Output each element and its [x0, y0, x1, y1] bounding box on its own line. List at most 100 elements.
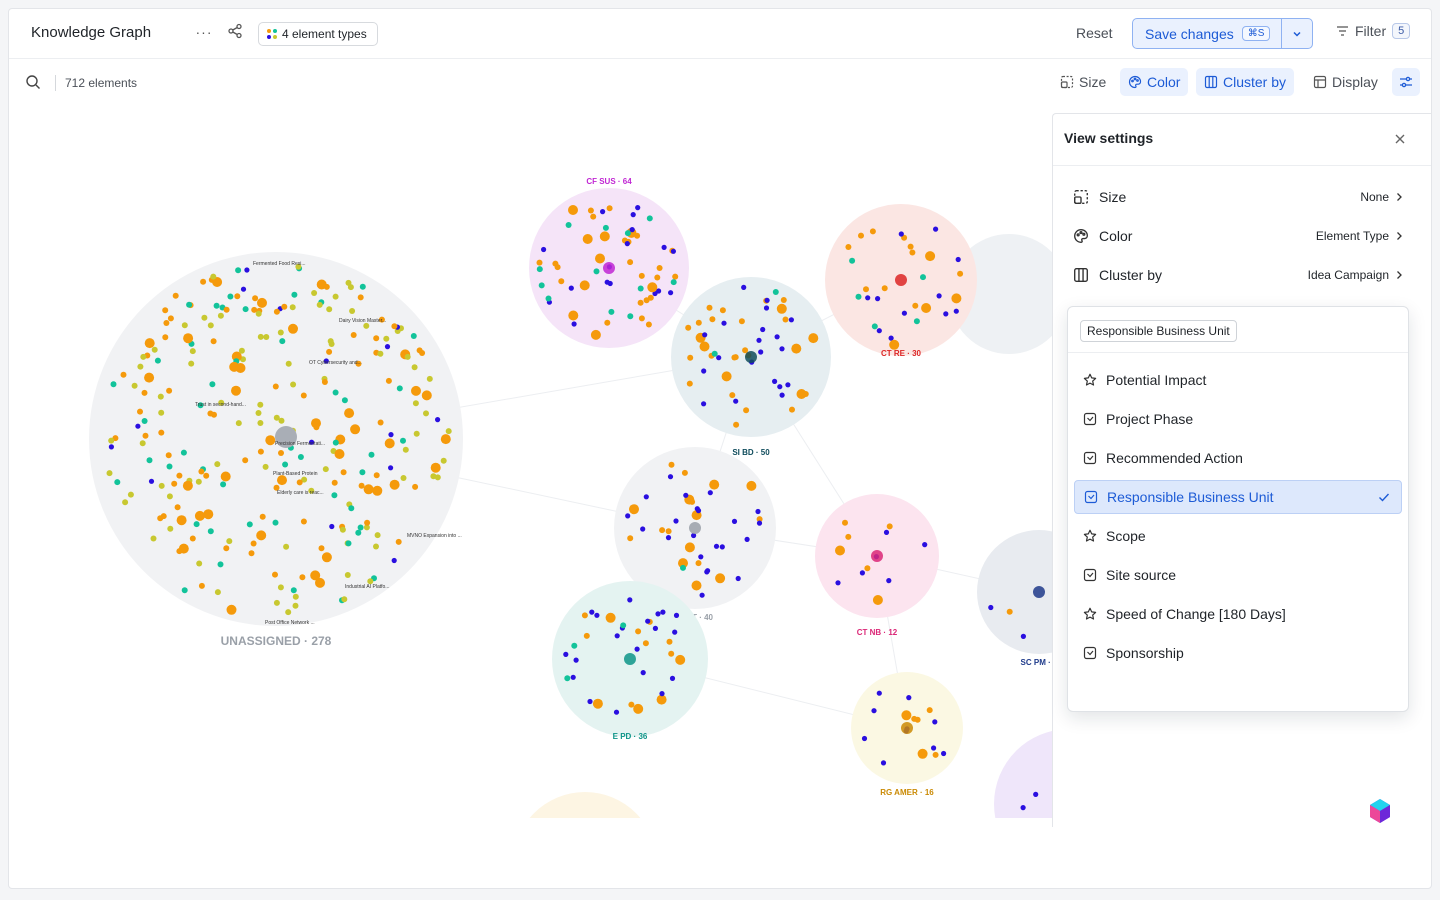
node-dot[interactable]: [226, 604, 237, 615]
node-dot[interactable]: [234, 293, 241, 300]
node-dot[interactable]: [201, 314, 208, 321]
node-dot[interactable]: [864, 565, 871, 572]
node-dot[interactable]: [163, 320, 170, 326]
node-dot[interactable]: [110, 381, 117, 388]
node-dot[interactable]: [419, 350, 426, 356]
node-dot[interactable]: [755, 508, 761, 515]
node-dot[interactable]: [189, 535, 196, 542]
node-dot[interactable]: [738, 318, 745, 325]
more-options-button[interactable]: ···: [195, 24, 213, 40]
option-recommended-action[interactable]: Recommended Action: [1074, 441, 1402, 475]
node-dot[interactable]: [277, 329, 284, 336]
node-dot[interactable]: [845, 244, 852, 250]
node-dot[interactable]: [565, 222, 572, 228]
node-dot[interactable]: [920, 274, 926, 281]
node-dot[interactable]: [323, 358, 329, 364]
node-dot[interactable]: [323, 283, 330, 290]
node-dot[interactable]: [288, 323, 298, 334]
node-dot[interactable]: [861, 735, 868, 742]
node-dot[interactable]: [341, 397, 348, 404]
node-dot[interactable]: [871, 323, 878, 330]
node-dot[interactable]: [637, 285, 644, 292]
node-dot[interactable]: [791, 343, 802, 354]
node-dot[interactable]: [251, 306, 258, 313]
node-dot[interactable]: [772, 289, 779, 295]
node-dot[interactable]: [673, 612, 680, 618]
node-dot[interactable]: [108, 437, 115, 444]
node-label[interactable]: Fermented Food Resi...: [253, 261, 306, 267]
node-dot[interactable]: [931, 745, 937, 751]
node-dot[interactable]: [957, 270, 964, 277]
node-dot[interactable]: [349, 308, 356, 314]
cluster-search-input[interactable]: Responsible Business Unit: [1080, 320, 1237, 342]
node-label[interactable]: Precision Fermentati...: [275, 441, 325, 447]
node-dot[interactable]: [599, 231, 610, 242]
node-dot[interactable]: [689, 498, 696, 505]
node-dot[interactable]: [257, 420, 264, 426]
node-dot[interactable]: [645, 618, 651, 624]
node-dot[interactable]: [430, 473, 437, 480]
node-dot[interactable]: [901, 310, 908, 316]
node-hub[interactable]: [624, 653, 636, 665]
node-dot[interactable]: [880, 760, 887, 766]
node-dot[interactable]: [309, 439, 315, 445]
node-dot[interactable]: [592, 698, 603, 709]
node-dot[interactable]: [257, 333, 264, 340]
view-settings-button[interactable]: [1392, 68, 1420, 96]
node-dot[interactable]: [341, 596, 348, 603]
node-dot[interactable]: [308, 487, 315, 494]
filter-button[interactable]: Filter 5: [1336, 23, 1411, 39]
node-dot[interactable]: [285, 609, 292, 616]
node-dot[interactable]: [223, 545, 230, 552]
node-dot[interactable]: [655, 611, 661, 617]
node-dot[interactable]: [573, 657, 579, 663]
node-dot[interactable]: [835, 580, 841, 586]
node-dot[interactable]: [350, 332, 357, 338]
node-dot[interactable]: [627, 597, 633, 603]
node-dot[interactable]: [165, 452, 172, 459]
node-dot[interactable]: [157, 393, 164, 400]
node-dot[interactable]: [845, 533, 852, 540]
node-dot[interactable]: [675, 654, 686, 665]
node-dot[interactable]: [272, 571, 278, 578]
node-dot[interactable]: [695, 319, 702, 326]
node-dot[interactable]: [227, 293, 234, 300]
option-site-source[interactable]: Site source: [1074, 558, 1402, 592]
node-dot[interactable]: [281, 303, 288, 310]
node-dot[interactable]: [252, 295, 259, 302]
node-dot[interactable]: [661, 244, 667, 250]
node-dot[interactable]: [702, 332, 708, 338]
node-dot[interactable]: [218, 399, 225, 406]
node-dot[interactable]: [672, 273, 679, 280]
node-label[interactable]: Trust in second-hand...: [195, 402, 246, 408]
node-dot[interactable]: [842, 519, 848, 526]
node-dot[interactable]: [315, 577, 325, 588]
node-dot[interactable]: [670, 248, 677, 254]
node-dot[interactable]: [735, 575, 741, 582]
node-dot[interactable]: [685, 324, 692, 331]
node-dot[interactable]: [583, 632, 590, 639]
node-dot[interactable]: [777, 384, 783, 390]
node-dot[interactable]: [699, 592, 705, 598]
node-dot[interactable]: [802, 391, 809, 397]
node-dot[interactable]: [350, 424, 361, 435]
element-types-button[interactable]: 4 element types: [258, 22, 378, 46]
node-dot[interactable]: [744, 536, 750, 542]
node-dot[interactable]: [647, 294, 654, 301]
node-dot[interactable]: [541, 246, 547, 253]
node-dot[interactable]: [684, 542, 695, 553]
option-speed-of-change[interactable]: Speed of Change [180 Days]: [1074, 597, 1402, 631]
node-dot[interactable]: [359, 469, 366, 476]
node-dot[interactable]: [955, 256, 961, 263]
node-dot[interactable]: [373, 472, 380, 479]
node-dot[interactable]: [627, 259, 634, 266]
node-dot[interactable]: [142, 432, 149, 439]
node-dot[interactable]: [195, 478, 202, 485]
node-label[interactable]: Post Office Network ...: [265, 620, 315, 626]
node-dot[interactable]: [699, 341, 710, 352]
node-dot[interactable]: [756, 337, 762, 343]
node-dot[interactable]: [776, 303, 787, 314]
node-label[interactable]: OT Cybersecurity and...: [309, 360, 362, 366]
node-dot[interactable]: [162, 334, 169, 341]
node-dot[interactable]: [426, 375, 433, 382]
